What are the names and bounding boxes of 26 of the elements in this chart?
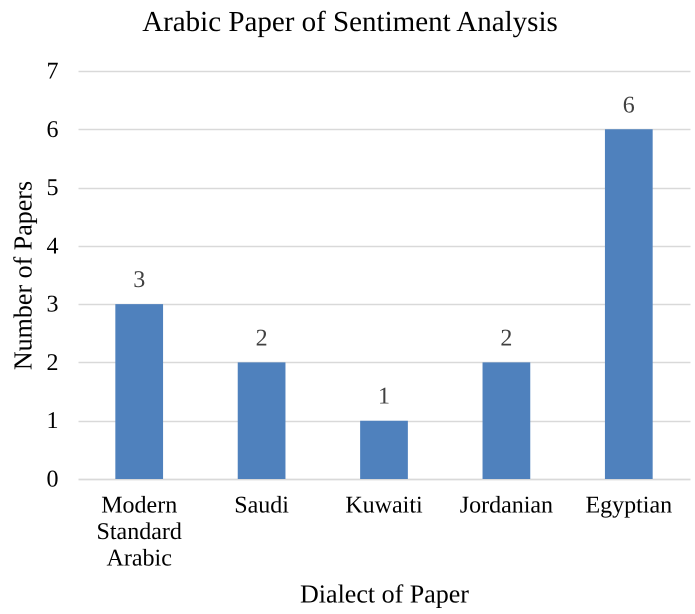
y-tick-label: 3 — [46, 292, 58, 318]
y-tick-label: 1 — [46, 408, 58, 434]
bar — [238, 362, 286, 479]
data-label: 3 — [133, 267, 146, 294]
x-tick-label: Jordanian — [460, 492, 554, 518]
data-label: 2 — [256, 325, 268, 352]
data-label: 6 — [622, 92, 635, 118]
data-label: 1 — [378, 384, 390, 410]
y-axis-title: Number of Papers — [8, 180, 38, 370]
y-tick-label: 5 — [46, 175, 58, 202]
y-tick-label: 7 — [46, 58, 58, 84]
bar — [482, 362, 530, 479]
x-tick-label: Kuwaiti — [345, 492, 423, 518]
y-tick-label: 0 — [46, 466, 58, 492]
x-axis-title: Dialect of Paper — [300, 580, 470, 608]
bar — [360, 420, 408, 479]
y-tick-label: 4 — [46, 233, 58, 260]
y-tick-label: 6 — [46, 116, 58, 143]
x-tick-label: Modern Standard Arabic — [96, 492, 182, 572]
bar — [115, 304, 164, 479]
x-tick-label: Egyptian — [585, 492, 672, 518]
x-tick-label: Saudi — [234, 492, 290, 518]
chart-title: Arabic Paper of Sentiment Analysis — [142, 6, 558, 38]
bar — [604, 129, 653, 479]
y-tick-label: 2 — [46, 350, 58, 376]
data-label: 2 — [500, 325, 512, 352]
